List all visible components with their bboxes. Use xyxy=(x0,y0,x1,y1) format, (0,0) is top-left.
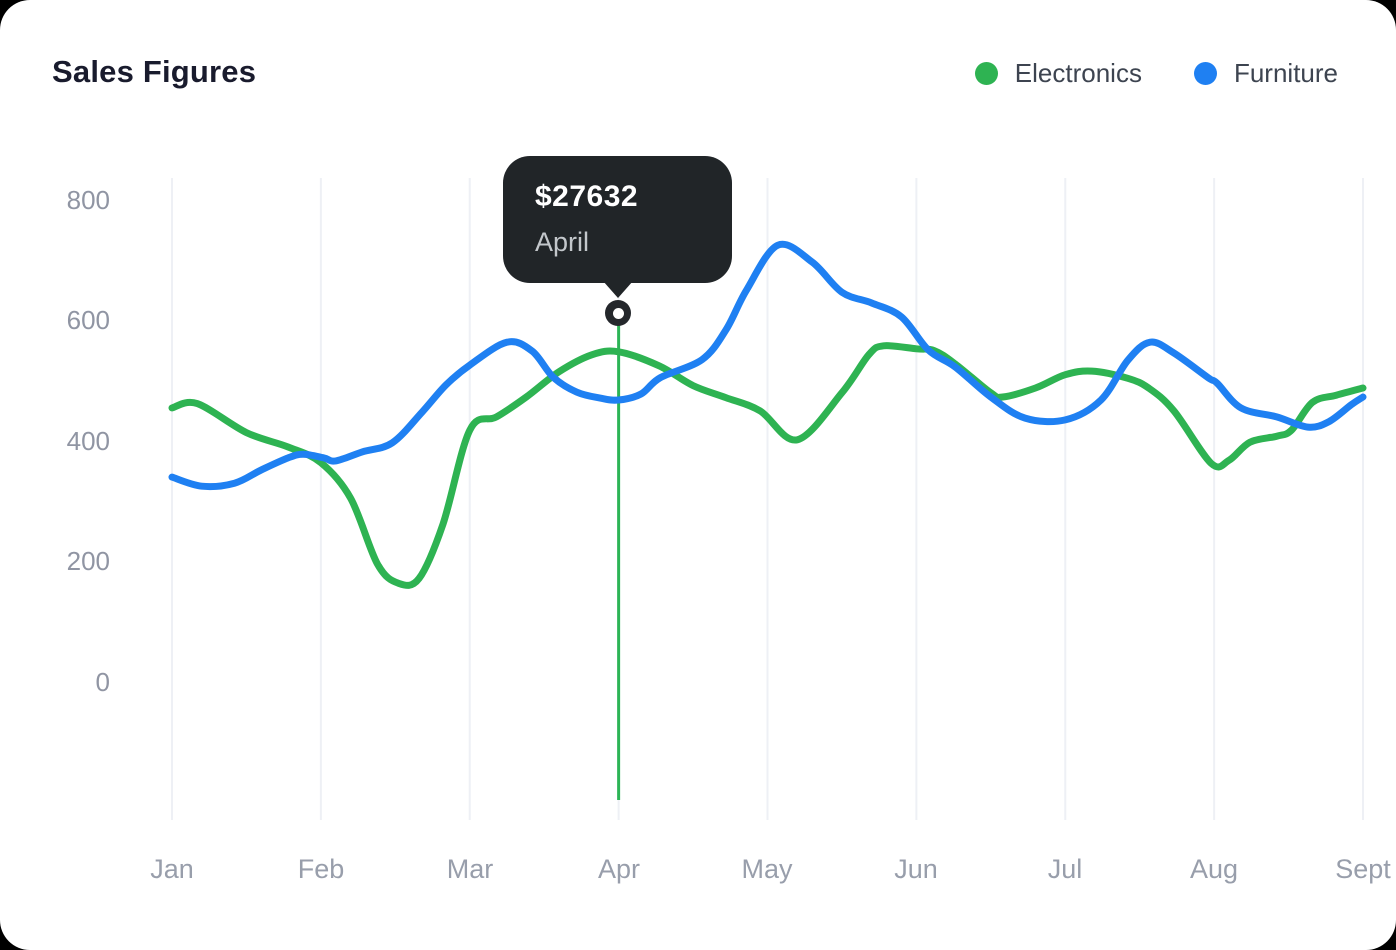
legend-item-furniture[interactable]: Furniture xyxy=(1193,58,1338,89)
y-tick-400: 400 xyxy=(66,426,110,456)
legend: Electronics Furniture xyxy=(974,58,1338,89)
furniture-series-dot-icon xyxy=(1193,62,1217,85)
y-tick-800: 800 xyxy=(66,185,110,215)
x-tick-sept: Sept xyxy=(1335,854,1391,884)
x-tick-jul: Jul xyxy=(1047,854,1083,884)
legend-item-electronics[interactable]: Electronics xyxy=(974,58,1142,89)
y-tick-200: 200 xyxy=(66,546,110,576)
tooltip: $27632 April xyxy=(503,156,732,283)
x-tick-feb: Feb xyxy=(297,854,345,884)
tooltip-value: $27632 xyxy=(535,180,639,213)
marker-hole-icon xyxy=(612,307,624,319)
series-line-furniture[interactable] xyxy=(168,240,1367,491)
tooltip-month-label: April xyxy=(535,227,590,257)
x-tick-aug: Aug xyxy=(1189,854,1239,884)
electronics-series-dot-icon xyxy=(974,62,998,85)
x-tick-jan: Jan xyxy=(150,854,194,884)
legend-label-furniture: Furniture xyxy=(1233,58,1338,88)
y-tick-0: 0 xyxy=(95,667,110,697)
page-title: Sales Figures xyxy=(52,54,257,89)
x-tick-mar: Mar xyxy=(446,854,494,884)
y-tick-600: 600 xyxy=(66,305,110,335)
legend-label-electronics: Electronics xyxy=(1014,58,1142,88)
x-tick-jun: Jun xyxy=(894,854,938,884)
tooltip-tail-icon xyxy=(603,281,633,298)
x-tick-may: May xyxy=(741,854,793,884)
highlighted-point-marker[interactable] xyxy=(605,300,631,326)
series-line-electronics[interactable] xyxy=(168,342,1367,589)
x-tick-apr: Apr xyxy=(597,854,641,884)
